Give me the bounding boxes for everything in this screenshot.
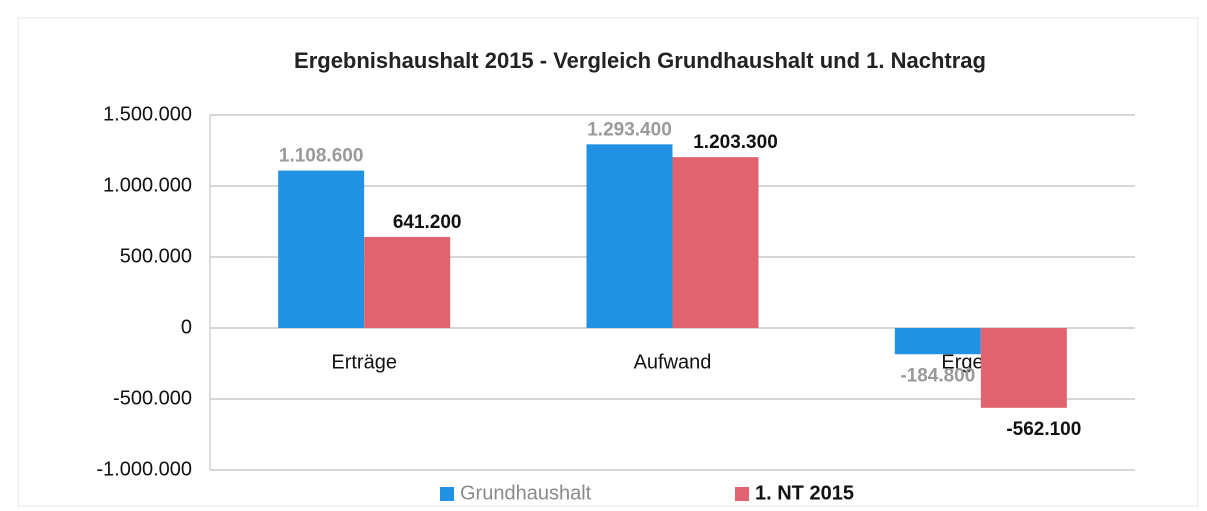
bar bbox=[980, 328, 1067, 408]
bar bbox=[672, 157, 759, 328]
legend-swatch bbox=[440, 487, 454, 501]
data-label: 1.108.600 bbox=[279, 146, 364, 167]
legend-label: Grundhaushalt bbox=[460, 482, 592, 504]
y-tick-label: 0 bbox=[181, 316, 192, 338]
y-tick-label: -500.000 bbox=[113, 387, 192, 409]
data-label: 641.200 bbox=[393, 212, 462, 233]
data-label: -184.800 bbox=[900, 365, 975, 386]
x-tick-label: Aufwand bbox=[634, 351, 712, 373]
chart-title: Ergebnishaushalt 2015 - Vergleich Grundh… bbox=[294, 48, 986, 73]
data-label: 1.293.400 bbox=[587, 119, 672, 140]
x-tick-label: Erträge bbox=[331, 351, 397, 373]
y-tick-label: 1.500.000 bbox=[103, 103, 192, 125]
y-tick-label: 1.000.000 bbox=[103, 174, 192, 196]
bar bbox=[586, 144, 673, 328]
y-tick-label: -1.000.000 bbox=[96, 458, 192, 480]
legend-label: 1. NT 2015 bbox=[755, 482, 854, 504]
chart-frame bbox=[17, 17, 1199, 507]
data-label: -562.100 bbox=[1006, 419, 1081, 440]
bar bbox=[278, 170, 365, 328]
bar bbox=[364, 236, 451, 328]
y-tick-label: 500.000 bbox=[120, 245, 192, 267]
data-label: 1.203.300 bbox=[693, 132, 778, 153]
bar bbox=[894, 328, 981, 355]
legend-swatch bbox=[735, 487, 749, 501]
